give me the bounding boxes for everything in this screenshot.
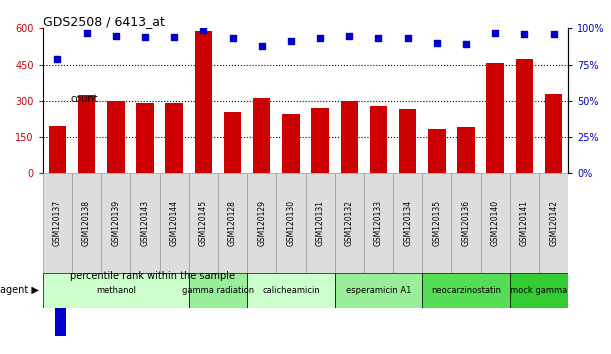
Bar (486, 63, 504, 173)
Point (169, 34, 179, 40)
Point (403, 36, 412, 41)
Bar (107, 101, 125, 173)
Bar (422, 173, 452, 273)
Bar (72, 173, 101, 273)
Text: GSM120128: GSM120128 (228, 200, 237, 246)
Bar (306, 173, 335, 273)
Text: calicheamicin: calicheamicin (262, 286, 320, 295)
Bar (130, 173, 159, 273)
Text: mock gamma: mock gamma (510, 286, 568, 295)
Bar (312, 108, 329, 173)
Point (345, 33, 354, 39)
Bar (247, 273, 335, 308)
Bar (399, 109, 417, 173)
Point (373, 36, 383, 41)
Bar (189, 173, 218, 273)
Bar (393, 173, 422, 273)
Bar (224, 112, 241, 173)
Point (491, 30, 500, 35)
Bar (55, 212, 66, 336)
Bar (166, 103, 183, 173)
Point (82, 30, 92, 35)
Bar (159, 173, 189, 273)
Text: GSM120130: GSM120130 (287, 200, 295, 246)
Text: GSM120132: GSM120132 (345, 200, 354, 246)
Text: GSM120131: GSM120131 (316, 200, 324, 246)
Bar (516, 59, 533, 173)
Text: methanol: methanol (96, 286, 136, 295)
Point (432, 40, 442, 46)
Bar (218, 173, 247, 273)
Point (286, 39, 296, 44)
Bar (539, 173, 568, 273)
Bar (457, 127, 475, 173)
Bar (49, 126, 66, 173)
Bar (282, 114, 299, 173)
Bar (364, 173, 393, 273)
Bar (422, 273, 510, 308)
Text: percentile rank within the sample: percentile rank within the sample (70, 271, 235, 281)
Text: GSM120138: GSM120138 (82, 200, 91, 246)
Text: agent ▶: agent ▶ (0, 285, 39, 295)
Text: GDS2508 / 6413_at: GDS2508 / 6413_at (43, 15, 164, 28)
Bar (55, 35, 66, 159)
Point (315, 36, 325, 41)
Bar (136, 103, 154, 173)
Text: GSM120136: GSM120136 (461, 200, 470, 246)
Point (111, 33, 120, 39)
Text: GSM120139: GSM120139 (111, 200, 120, 246)
Point (53, 56, 62, 62)
Bar (481, 173, 510, 273)
Bar (510, 273, 568, 308)
Text: GSM120133: GSM120133 (374, 200, 383, 246)
Bar (253, 98, 271, 173)
Point (228, 36, 238, 41)
Text: GSM120137: GSM120137 (53, 200, 62, 246)
Point (519, 31, 529, 37)
Point (257, 43, 266, 48)
Text: GSM120145: GSM120145 (199, 200, 208, 246)
Text: GSM120144: GSM120144 (170, 200, 178, 246)
Bar (452, 173, 481, 273)
Bar (340, 101, 358, 173)
Bar (43, 173, 72, 273)
Bar (335, 273, 422, 308)
Text: GSM120134: GSM120134 (403, 200, 412, 246)
Text: gamma radiation: gamma radiation (182, 286, 254, 295)
Bar (43, 273, 189, 308)
Bar (247, 173, 276, 273)
Text: GSM120129: GSM120129 (257, 200, 266, 246)
Text: esperamicin A1: esperamicin A1 (346, 286, 411, 295)
Text: neocarzinostatin: neocarzinostatin (431, 286, 501, 295)
Point (140, 34, 150, 40)
Text: GSM120140: GSM120140 (491, 200, 500, 246)
Point (199, 27, 208, 33)
Bar (189, 273, 247, 308)
Text: GSM120142: GSM120142 (549, 200, 558, 246)
Text: GSM120141: GSM120141 (520, 200, 529, 246)
Bar (101, 173, 130, 273)
Text: count: count (70, 94, 98, 104)
Bar (545, 94, 562, 173)
Bar (335, 173, 364, 273)
Bar (276, 173, 306, 273)
Bar (510, 173, 539, 273)
Bar (370, 106, 387, 173)
Point (549, 31, 558, 37)
Bar (194, 31, 212, 173)
Bar (428, 129, 445, 173)
Point (461, 41, 471, 47)
Text: GSM120143: GSM120143 (141, 200, 150, 246)
Text: GSM120135: GSM120135 (433, 200, 441, 246)
Bar (78, 95, 95, 173)
